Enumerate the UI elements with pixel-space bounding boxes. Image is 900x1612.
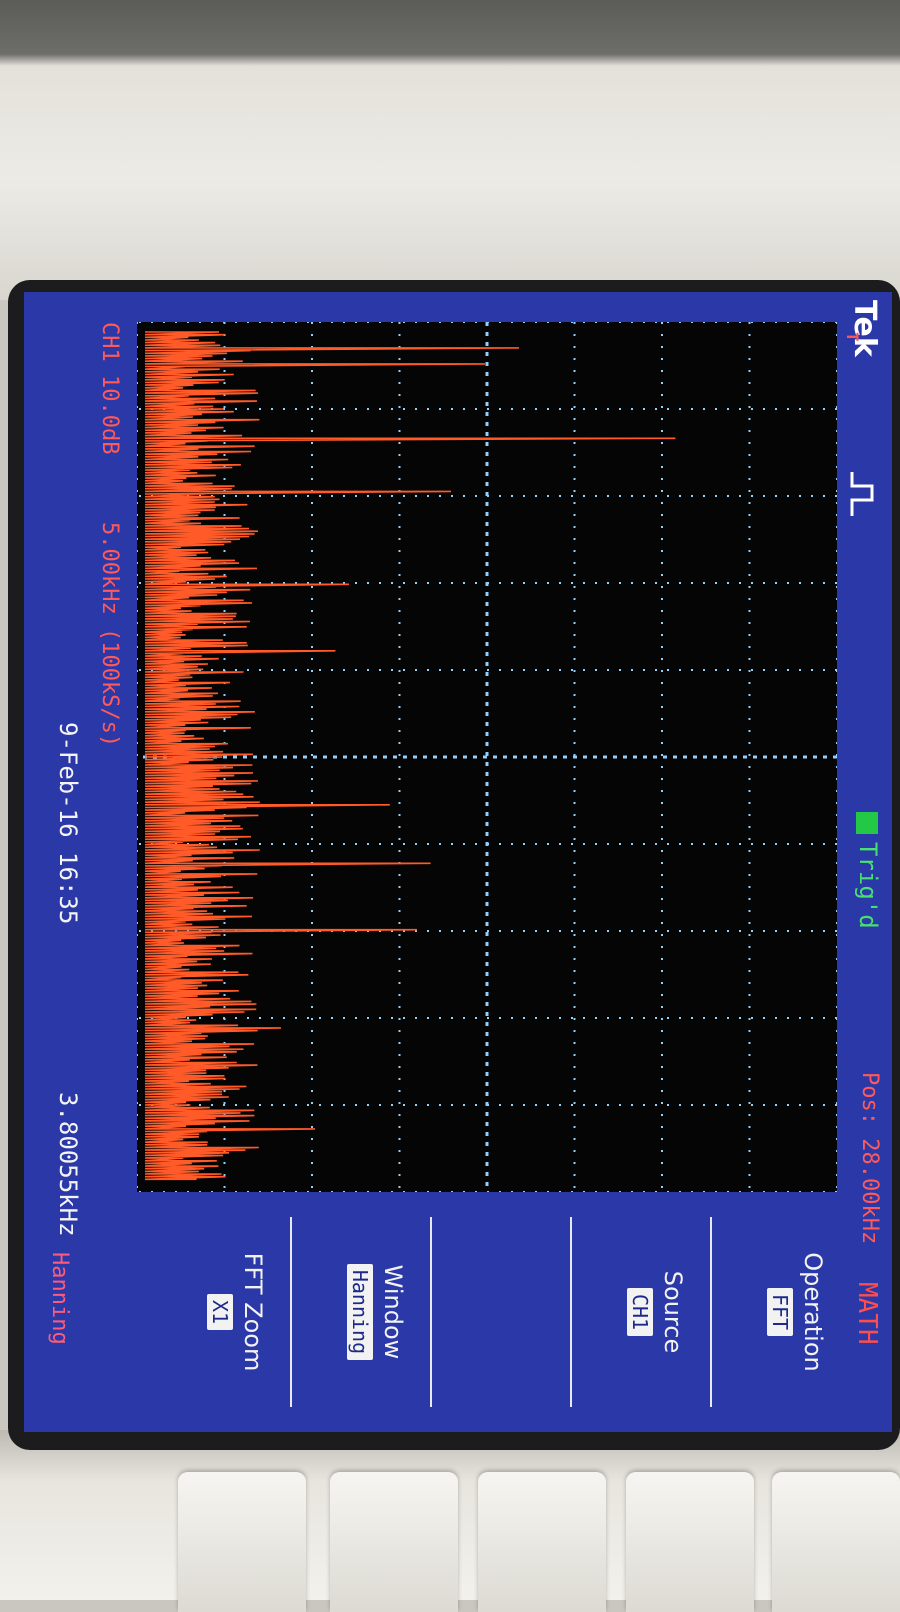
- menu-operation-label: Operation: [799, 1252, 827, 1372]
- menu-divider: [430, 1217, 432, 1407]
- menu-fft-zoom-label: FFT Zoom: [239, 1252, 267, 1372]
- menu-window[interactable]: Window Hanning: [347, 1197, 407, 1427]
- menu-fft-zoom[interactable]: FFT Zoom X1: [207, 1197, 267, 1427]
- menu-window-label: Window: [379, 1264, 407, 1360]
- menu-divider: [570, 1217, 572, 1407]
- frequency-readout: 3.80055kHz: [54, 1092, 82, 1237]
- fft-scale-readout: 5.00kHz (100kS/s): [97, 522, 122, 748]
- oscilloscope-screen: Tek Trig'd Pos: 28.00kHz MATH T Operatio…: [24, 292, 892, 1432]
- date-time-readout: 9-Feb-16 16:35: [54, 722, 82, 925]
- menu-divider: [290, 1217, 292, 1407]
- trigger-indicator-icon: [856, 812, 878, 834]
- brand-logo: Tek: [847, 300, 882, 357]
- menu-source[interactable]: Source CH1: [627, 1197, 687, 1427]
- fft-trace: [144, 331, 676, 1181]
- menu-operation-value: FFT: [767, 1287, 793, 1337]
- window-name-readout: Hanning: [47, 1252, 72, 1345]
- spectrum-trace: [144, 331, 676, 1181]
- bezel-button-4[interactable]: [626, 1472, 754, 1612]
- menu-window-value: Hanning: [347, 1263, 373, 1361]
- bezel-button-1[interactable]: [178, 1472, 306, 1612]
- rotated-display: Tek Trig'd Pos: 28.00kHz MATH T Operatio…: [24, 292, 892, 1432]
- waveform-display: [137, 322, 837, 1192]
- menu-fft-zoom-value: X1: [207, 1293, 233, 1331]
- oscilloscope-housing-top: [0, 0, 900, 300]
- fft-plot: [137, 322, 837, 1192]
- channel-scale-readout: CH1 10.0dB: [97, 322, 122, 455]
- bezel-button-2[interactable]: [330, 1472, 458, 1612]
- trigger-status: Trig'd: [854, 842, 882, 929]
- trigger-position-marker: T: [843, 332, 862, 342]
- side-menu: Operation FFT Source CH1 Window Hanning …: [137, 1197, 837, 1427]
- menu-divider: [710, 1217, 712, 1407]
- menu-operation[interactable]: Operation FFT: [767, 1197, 827, 1427]
- trigger-type-icon: [850, 472, 874, 516]
- menu-source-value: CH1: [627, 1287, 653, 1337]
- menu-title-math: MATH: [852, 1282, 882, 1345]
- horizontal-position: Pos: 28.00kHz: [857, 1072, 882, 1245]
- bezel-button-5[interactable]: [772, 1472, 900, 1612]
- menu-source-label: Source: [659, 1270, 687, 1354]
- bezel-button-3[interactable]: [478, 1472, 606, 1612]
